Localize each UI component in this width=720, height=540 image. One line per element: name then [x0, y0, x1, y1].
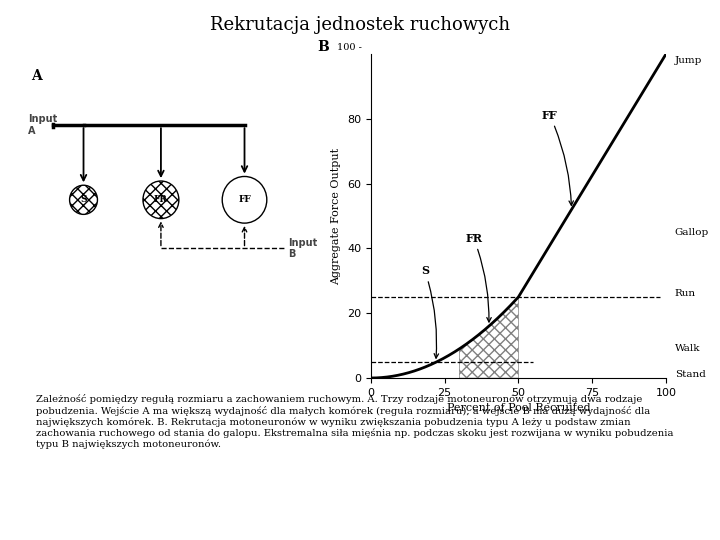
Text: Walk: Walk: [675, 345, 701, 353]
Text: FF: FF: [542, 110, 573, 205]
Text: Gallop: Gallop: [675, 228, 709, 237]
Text: B: B: [318, 40, 330, 54]
Text: A: A: [31, 69, 42, 83]
Text: 100 -: 100 -: [337, 43, 362, 52]
Text: Input
A: Input A: [28, 114, 57, 136]
Text: FR: FR: [465, 233, 491, 322]
Circle shape: [143, 181, 179, 219]
Circle shape: [70, 185, 97, 214]
Text: S: S: [80, 195, 87, 204]
Text: Zależność pomiędzy regułą rozmiaru a zachowaniem ruchowym. A. Trzy rodzaje moton: Zależność pomiędzy regułą rozmiaru a zac…: [36, 394, 673, 449]
Circle shape: [222, 177, 267, 223]
Text: Run: Run: [675, 289, 696, 298]
X-axis label: Percent of Pool Recruited: Percent of Pool Recruited: [446, 403, 590, 413]
Text: Stand: Stand: [675, 370, 706, 379]
Text: S: S: [421, 265, 438, 358]
Text: FF: FF: [238, 195, 251, 204]
Text: Jump: Jump: [675, 56, 702, 65]
Text: FR: FR: [154, 195, 168, 204]
Text: Input
B: Input B: [288, 238, 317, 259]
Y-axis label: Aggregate Force Output: Aggregate Force Output: [331, 147, 341, 285]
Text: Rekrutacja jednostek ruchowych: Rekrutacja jednostek ruchowych: [210, 16, 510, 34]
